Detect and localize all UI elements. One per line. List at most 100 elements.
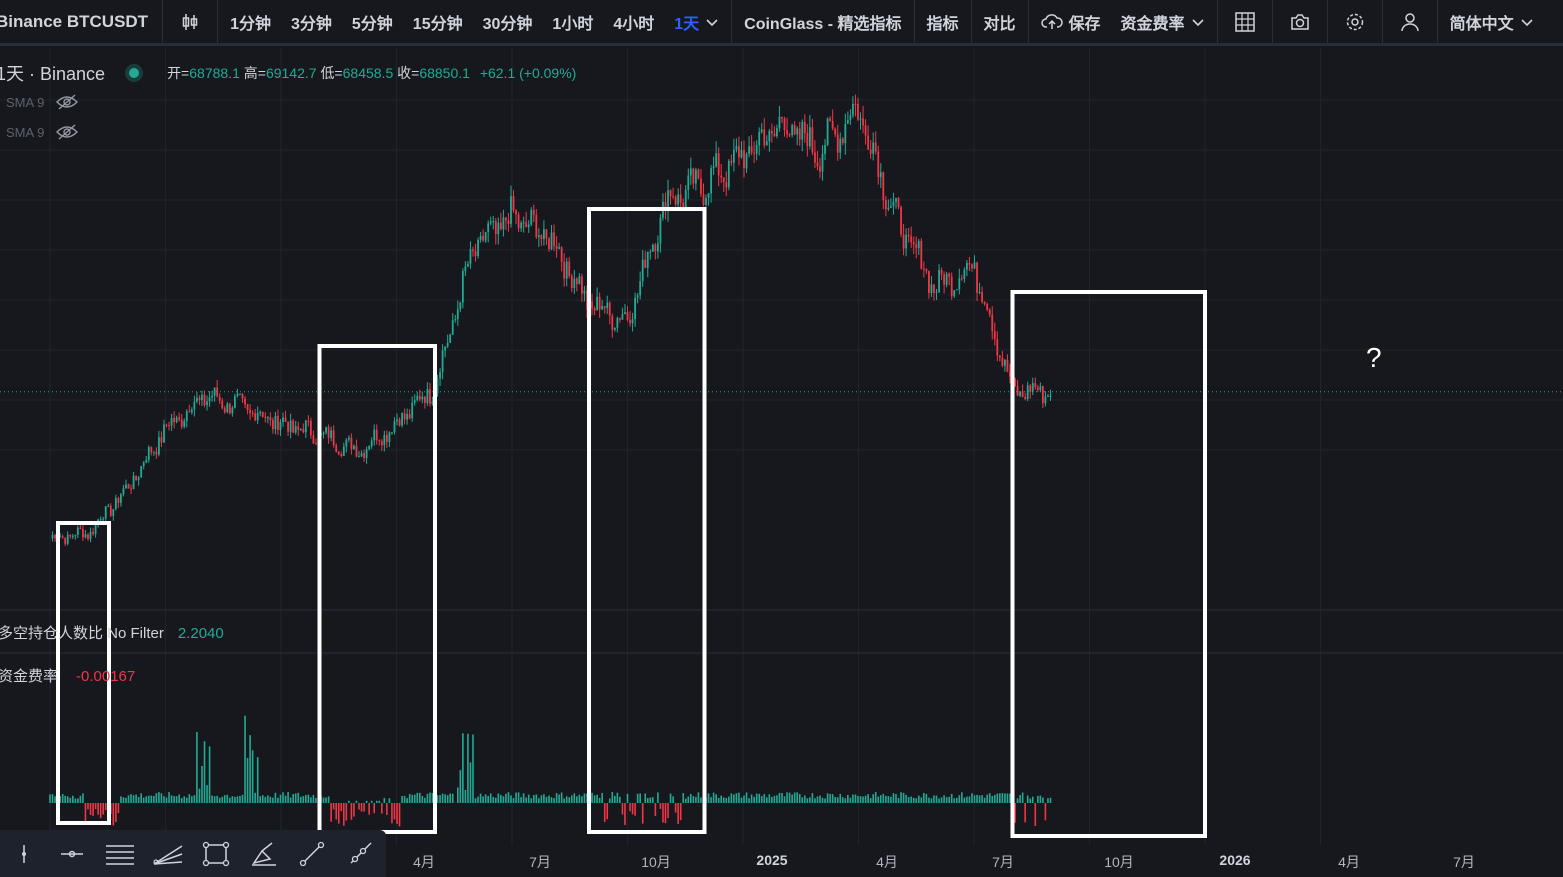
fib-fan-icon[interactable] [144,830,192,877]
toolbar-divider [731,0,733,45]
funding-bar [246,757,249,803]
interval-4h[interactable]: 4小时 [613,15,655,33]
funding-bar [527,794,530,803]
symbol-search-button[interactable]: Binance BTCUSDT [0,11,149,31]
funding-rate-legend[interactable]: 资金费率 -0.00167 [0,665,135,686]
funding-bar [122,797,125,803]
candle-body [945,273,948,285]
interval-5m[interactable]: 5分钟 [351,15,393,33]
candle-body [125,484,127,489]
x-axis-label: 4月 [1338,854,1360,870]
funding-bar [728,796,730,803]
candle-body [745,153,748,169]
save-button[interactable]: 保存 [1031,0,1111,45]
legend-title[interactable]: 1天 · Binance [0,64,106,84]
parallel-channel-icon[interactable] [96,830,144,877]
language-dropdown[interactable]: 简体中文 [1440,0,1544,45]
eye-hidden-icon[interactable] [56,124,79,140]
candle-body [122,488,125,495]
sma-legend-1[interactable]: SMA 9 [0,94,79,110]
funding-bar [117,803,120,814]
vertical-line-icon[interactable] [0,830,48,877]
toolbar-divider [1381,0,1383,45]
candle-body [981,291,984,302]
candles-icon[interactable] [165,0,215,45]
brush-icon[interactable] [240,830,288,877]
candle-body [649,251,652,253]
candle-body [849,115,852,121]
funding-bar [386,803,388,815]
candle-body [515,210,517,215]
candle-body [854,103,857,105]
funding-bar [867,794,869,803]
funding-bar [135,794,137,803]
interval-15m[interactable]: 15分钟 [412,15,463,33]
horizontal-line-icon[interactable] [48,830,96,877]
funding-bar [198,788,201,803]
interval-3m[interactable]: 3分钟 [290,15,332,33]
funding-bar [299,796,302,803]
candle-body [277,416,279,430]
interval-1m[interactable]: 1分钟 [230,15,271,33]
x-axis-label: 2025 [756,852,788,868]
funding-bar [305,795,307,803]
candle-body [548,238,550,250]
candle-body [221,400,224,409]
grid-layout-icon[interactable] [1220,0,1270,45]
user-icon[interactable] [1385,0,1435,45]
interval-1h[interactable]: 1小时 [552,15,594,33]
indicator-source-button[interactable]: CoinGlass - 精选指标 [744,15,902,33]
candle-body [130,488,132,490]
funding-bar [910,796,912,803]
sma-legend-2[interactable]: SMA 9 [0,124,79,140]
candle-body [996,339,999,356]
ls-ratio-legend[interactable]: 多空持仓人数比 No Filter 2.2040 [0,622,224,643]
highlight-box [1010,290,1207,838]
candle-body [76,527,79,535]
funding-bar [930,798,933,803]
candle-body [355,445,358,457]
gear-icon[interactable] [1330,0,1380,45]
compare-button[interactable]: 对比 [983,15,1016,33]
candle-body [715,153,718,167]
interval-1d[interactable]: 1天 [664,0,729,45]
candle-body [948,273,951,277]
candle-body [887,207,890,210]
candle-body [902,234,905,249]
interval-30m[interactable]: 30分钟 [482,15,533,33]
candle-body [249,409,251,414]
candle-body [446,342,449,347]
candle-body [991,314,994,332]
funding-bar [115,803,117,823]
funding-bar [411,794,414,803]
camera-icon[interactable] [1275,0,1325,45]
funding-bar [307,794,310,803]
funding-bar [877,796,880,803]
candle-body [261,412,264,417]
funding-bar [180,798,183,803]
candle-body [274,416,277,430]
candle-body [208,397,211,402]
trend-line-icon[interactable] [288,830,336,877]
funding-bar [646,797,649,803]
eye-hidden-icon[interactable] [56,94,79,110]
funding-bar [462,733,464,803]
candle-body [401,413,403,426]
funding-bar [383,797,386,803]
chevron-down-icon[interactable] [705,15,719,29]
rectangle-icon[interactable] [192,830,240,877]
ray-icon[interactable] [336,830,384,877]
question-annotation[interactable]: ? [1366,342,1382,373]
funding-bar [993,794,996,803]
indicators-button[interactable]: 指标 [926,15,959,33]
toolbar-divider [1216,0,1218,45]
funding-bar [1019,795,1021,803]
close-value: 68850.1 [419,65,470,81]
candle-body [525,222,528,228]
candle-body [482,235,485,241]
funding-rate-dropdown[interactable]: 资金费率 [1111,0,1215,45]
funding-bar [961,792,963,803]
candle-body [543,229,545,240]
candle-body [406,413,409,420]
